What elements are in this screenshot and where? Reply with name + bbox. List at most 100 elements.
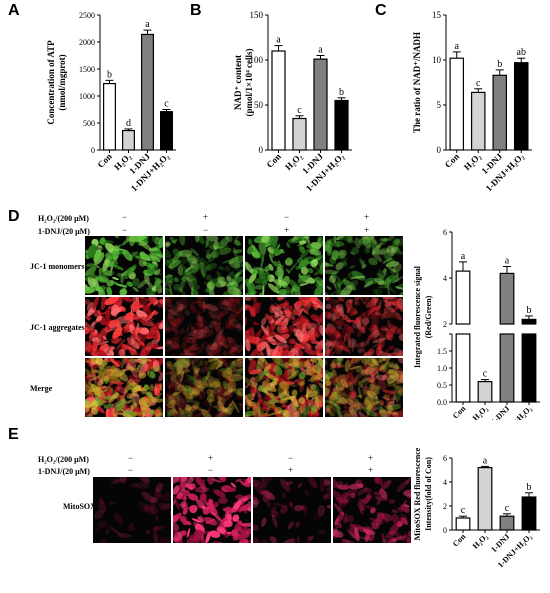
cell-signal [205,253,212,259]
cell-signal [205,325,210,332]
cell-signal [327,310,332,321]
cell-signal [380,326,387,334]
cell-signal [326,404,333,417]
cell-signal [363,297,370,306]
cell-signal [195,297,208,301]
cell-signal [144,505,156,516]
cell-signal [261,279,268,287]
cell-signal [134,368,141,373]
cell-signal [326,380,331,386]
cell-signal [356,324,364,338]
cell-signal [108,328,117,331]
cell-signal [128,334,132,346]
cell-signal [228,256,238,264]
cell-signal [227,303,233,309]
cell-signal [326,504,331,509]
cell-signal [299,380,305,393]
cell-signal [333,490,345,504]
cell-signal [94,348,107,356]
cell-signal [134,301,141,310]
cell-signal [349,376,362,385]
cell-signal [285,257,293,265]
cell-signal [260,483,268,489]
cell-signal [153,525,160,532]
cell-signal [326,485,331,493]
cell-signal [393,303,403,311]
cell-signal [222,509,229,519]
cell-signal [343,498,348,504]
cell-signal [180,501,188,508]
cell-signal [392,315,397,320]
cell-signal [325,375,330,390]
cell-signal [265,372,278,382]
cell-signal [219,409,228,417]
cell-signal [385,328,394,336]
cell-signal [112,408,116,417]
cell-signal [232,269,243,281]
cell-signal [86,413,93,417]
cell-signal [303,359,310,367]
cell-signal [183,403,190,409]
cell-signal [168,259,181,269]
cell-signal [341,289,351,295]
cell-signal [346,344,351,354]
cell-signal [253,495,258,503]
cell-signal [97,244,103,249]
cell-signal [370,305,382,312]
cell-signal [377,512,385,521]
cell-signal [368,377,374,383]
cell-signal [188,383,195,390]
significance-letter: a [483,455,488,466]
cell-signal [247,494,251,500]
cell-signal [154,412,163,417]
cell-signal [364,277,378,285]
cell-signal [368,238,380,251]
cell-signal [387,407,395,417]
cell-signal [85,299,90,305]
cell-signal [244,477,251,485]
cell-signal [183,378,191,385]
cell-signal [362,236,371,249]
cell-signal [202,300,206,313]
cell-signal [370,324,379,333]
e-sign: − [288,453,294,463]
cell-signal [205,518,215,524]
cell-signal [103,385,111,393]
cell-signal [352,320,363,329]
cell-signal [209,380,221,389]
cell-signal [223,299,230,307]
cell-signal [256,267,268,272]
cell-signal [174,371,185,378]
cell-signal [203,341,213,348]
cell-signal [393,347,403,356]
cell-signal [236,323,241,328]
cell-signal [183,358,191,365]
cell-signal [193,366,200,377]
cell-signal [358,411,367,417]
cell-signal [189,505,198,514]
cell-signal [224,385,237,395]
y-tick-label: 10 [432,55,442,65]
cell-signal [325,407,331,413]
cell-signal [335,321,343,324]
cell-signal [310,259,318,267]
cell-signal [387,405,393,413]
cell-signal [150,383,155,389]
cell-signal [269,304,276,314]
cell-signal [129,411,144,416]
cell-signal [382,348,390,356]
cell-signal [209,311,214,319]
cell-signal [361,386,372,393]
cell-signal [308,535,315,541]
cell-signal [385,326,390,335]
cell-signal [314,326,321,337]
cell-signal [177,363,182,375]
cell-signal [99,267,113,277]
cell-signal [312,389,318,398]
cell-signal [375,370,380,379]
cell-signal [216,407,229,417]
cell-signal [372,297,377,306]
cell-signal [228,297,235,303]
jc1-monomer-image-canvas [85,236,163,295]
